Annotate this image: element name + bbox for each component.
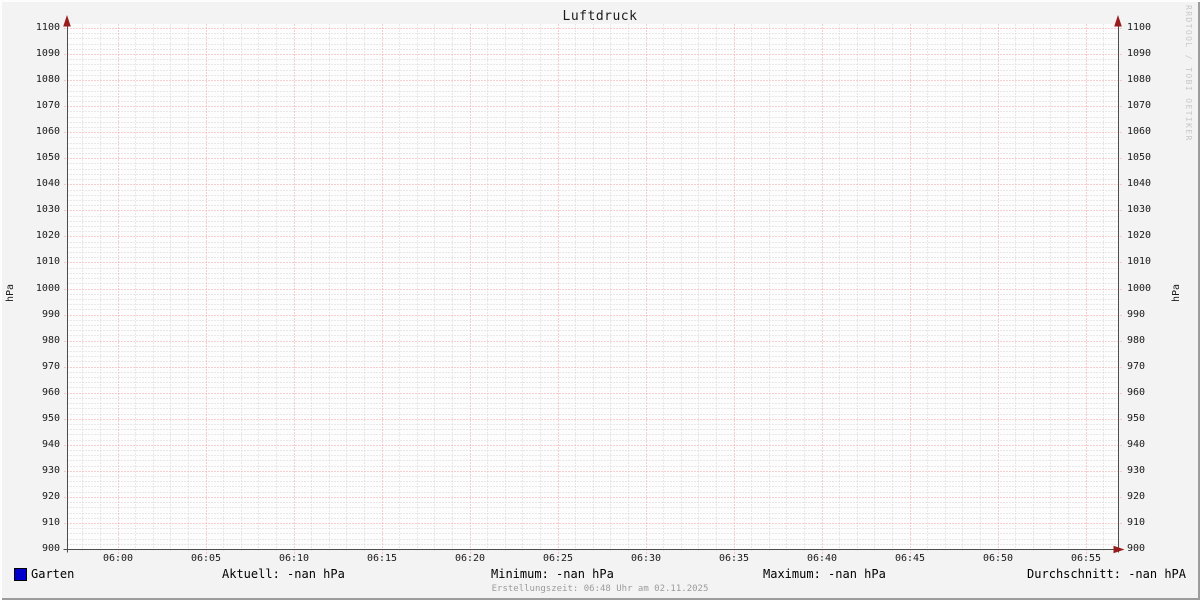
y-tick-label: 1090 <box>35 48 60 59</box>
stat-maximum: Maximum: -nan hPa <box>763 567 886 581</box>
x-tick-label: 06:45 <box>894 553 926 564</box>
y-tick-label: 930 <box>1127 465 1146 476</box>
y-tick-label: 1000 <box>35 283 60 294</box>
x-tick-label: 06:25 <box>542 553 574 564</box>
y-tick-label: 1070 <box>35 100 60 111</box>
y-tick-label: 950 <box>1127 413 1146 424</box>
y-tick-label: 940 <box>1127 439 1146 450</box>
y-tick-label: 1030 <box>1127 204 1152 215</box>
x-tick-label: 06:10 <box>278 553 310 564</box>
y-tick-label: 1080 <box>35 74 60 85</box>
x-tick-label: 06:50 <box>982 553 1014 564</box>
x-tick-label: 06:20 <box>454 553 486 564</box>
y-tick-label: 1060 <box>35 126 60 137</box>
y-tick-label: 980 <box>41 335 60 346</box>
watermark: RRDTOOL / TOBI OETIKER <box>1184 5 1193 142</box>
plot-canvas <box>67 24 1118 549</box>
y-tick-label: 990 <box>41 309 60 320</box>
y-tick-label: 1040 <box>1127 178 1152 189</box>
series-label: Garten <box>31 567 75 581</box>
stat-minimum: Minimum: -nan hPa <box>491 567 614 581</box>
y-tick-label: 910 <box>41 517 60 528</box>
y-tick-label: 1050 <box>35 152 60 163</box>
y-tick-label: 1020 <box>35 230 60 241</box>
stat-durchschnitt: Durchschnitt: -nan hPA <box>1027 567 1186 581</box>
y-tick-label: 1070 <box>1127 100 1152 111</box>
y-tick-label: 960 <box>1127 387 1146 398</box>
x-tick-label: 06:35 <box>718 553 750 564</box>
y-tick-label: 990 <box>1127 309 1146 320</box>
series-color-swatch <box>14 568 27 581</box>
y-tick-label: 900 <box>1127 543 1146 554</box>
y-tick-label: 1100 <box>1127 22 1152 33</box>
y-tick-label: 940 <box>41 439 60 450</box>
y-tick-label: 1030 <box>35 204 60 215</box>
x-tick-label: 06:40 <box>806 553 838 564</box>
y-tick-label: 1010 <box>1127 256 1152 267</box>
x-tick-label: 06:05 <box>190 553 222 564</box>
y-tick-label: 900 <box>41 543 60 554</box>
x-tick-label: 06:00 <box>102 553 134 564</box>
y-tick-label: 1090 <box>1127 48 1152 59</box>
chart-title: Luftdruck <box>562 9 638 24</box>
y-tick-label: 910 <box>1127 517 1146 528</box>
y-tick-label: 1000 <box>1127 283 1152 294</box>
y-tick-label: 920 <box>41 491 60 502</box>
y-tick-label: 1060 <box>1127 126 1152 137</box>
y-tick-label: 980 <box>1127 335 1146 346</box>
stat-aktuell: Aktuell: -nan hPa <box>222 567 345 581</box>
y-tick-label: 1080 <box>1127 74 1152 85</box>
y-tick-label: 920 <box>1127 491 1146 502</box>
y-tick-label: 970 <box>41 361 60 372</box>
x-tick-label: 06:15 <box>366 553 398 564</box>
y-axis-label-right: hPa <box>1171 283 1182 303</box>
y-tick-label: 950 <box>41 413 60 424</box>
y-tick-label: 1010 <box>35 256 60 267</box>
y-tick-label: 960 <box>41 387 60 398</box>
x-tick-label: 06:55 <box>1070 553 1102 564</box>
y-tick-label: 1020 <box>1127 230 1152 241</box>
y-tick-label: 930 <box>41 465 60 476</box>
y-tick-label: 970 <box>1127 361 1146 372</box>
y-tick-label: 1100 <box>35 22 60 33</box>
y-tick-label: 1050 <box>1127 152 1152 163</box>
y-tick-label: 1040 <box>35 178 60 189</box>
creation-timestamp: Erstellungszeit: 06:48 Uhr am 02.11.2025 <box>491 584 709 594</box>
x-tick-label: 06:30 <box>630 553 662 564</box>
